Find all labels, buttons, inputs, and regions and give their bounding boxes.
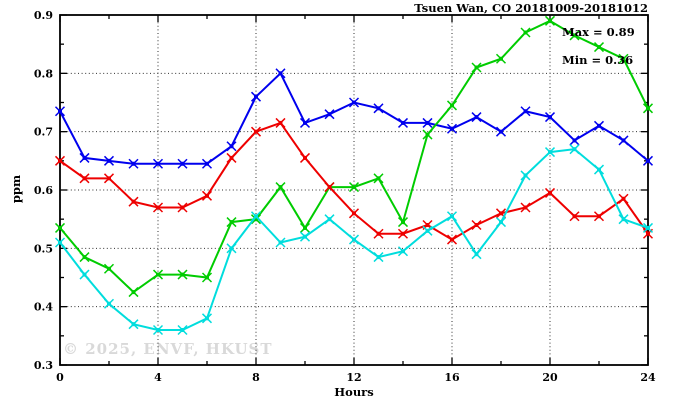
y-tick-label: 0.9 <box>34 9 53 22</box>
x-tick-label: 20 <box>542 371 558 384</box>
axis-ticks <box>59 14 649 366</box>
x-tick-label: 12 <box>346 371 361 384</box>
y-tick-labels: 0.3 0.4 0.5 0.6 0.7 0.8 0.9 <box>34 9 53 372</box>
x-tick-label: 8 <box>252 371 260 384</box>
y-tick-label: 0.3 <box>34 359 53 372</box>
x-tick-label: 0 <box>56 371 64 384</box>
x-tick-labels: 0 4 8 12 16 20 24 <box>56 371 656 384</box>
series-cyan <box>54 144 654 336</box>
y-tick-label: 0.5 <box>34 242 53 255</box>
x-axis-label: Hours <box>334 385 374 399</box>
grid <box>60 15 648 365</box>
max-annotation: Max = 0.89 <box>562 25 635 39</box>
chart-title: Tsuen Wan, CO 20181009-20181012 <box>414 1 648 15</box>
series-blue <box>54 68 654 169</box>
y-axis-label: ppm <box>9 174 23 204</box>
y-tick-label: 0.4 <box>34 301 53 314</box>
series-green-line <box>59 19 649 294</box>
x-tick-label: 16 <box>444 371 460 384</box>
min-annotation: Min = 0.36 <box>562 53 634 67</box>
y-tick-label: 0.7 <box>34 126 53 139</box>
x-tick-label: 24 <box>640 371 656 384</box>
x-tick-label: 4 <box>154 371 162 384</box>
max-min-annotation: Max = 0.89 Min = 0.36 <box>562 25 635 67</box>
series-red <box>54 117 654 245</box>
series-green <box>54 15 654 298</box>
watermark: © 2025, ENVF, HKUST <box>63 340 273 358</box>
y-tick-label: 0.6 <box>34 184 53 197</box>
y-tick-label: 0.8 <box>34 67 53 80</box>
plot-frame <box>59 14 649 366</box>
